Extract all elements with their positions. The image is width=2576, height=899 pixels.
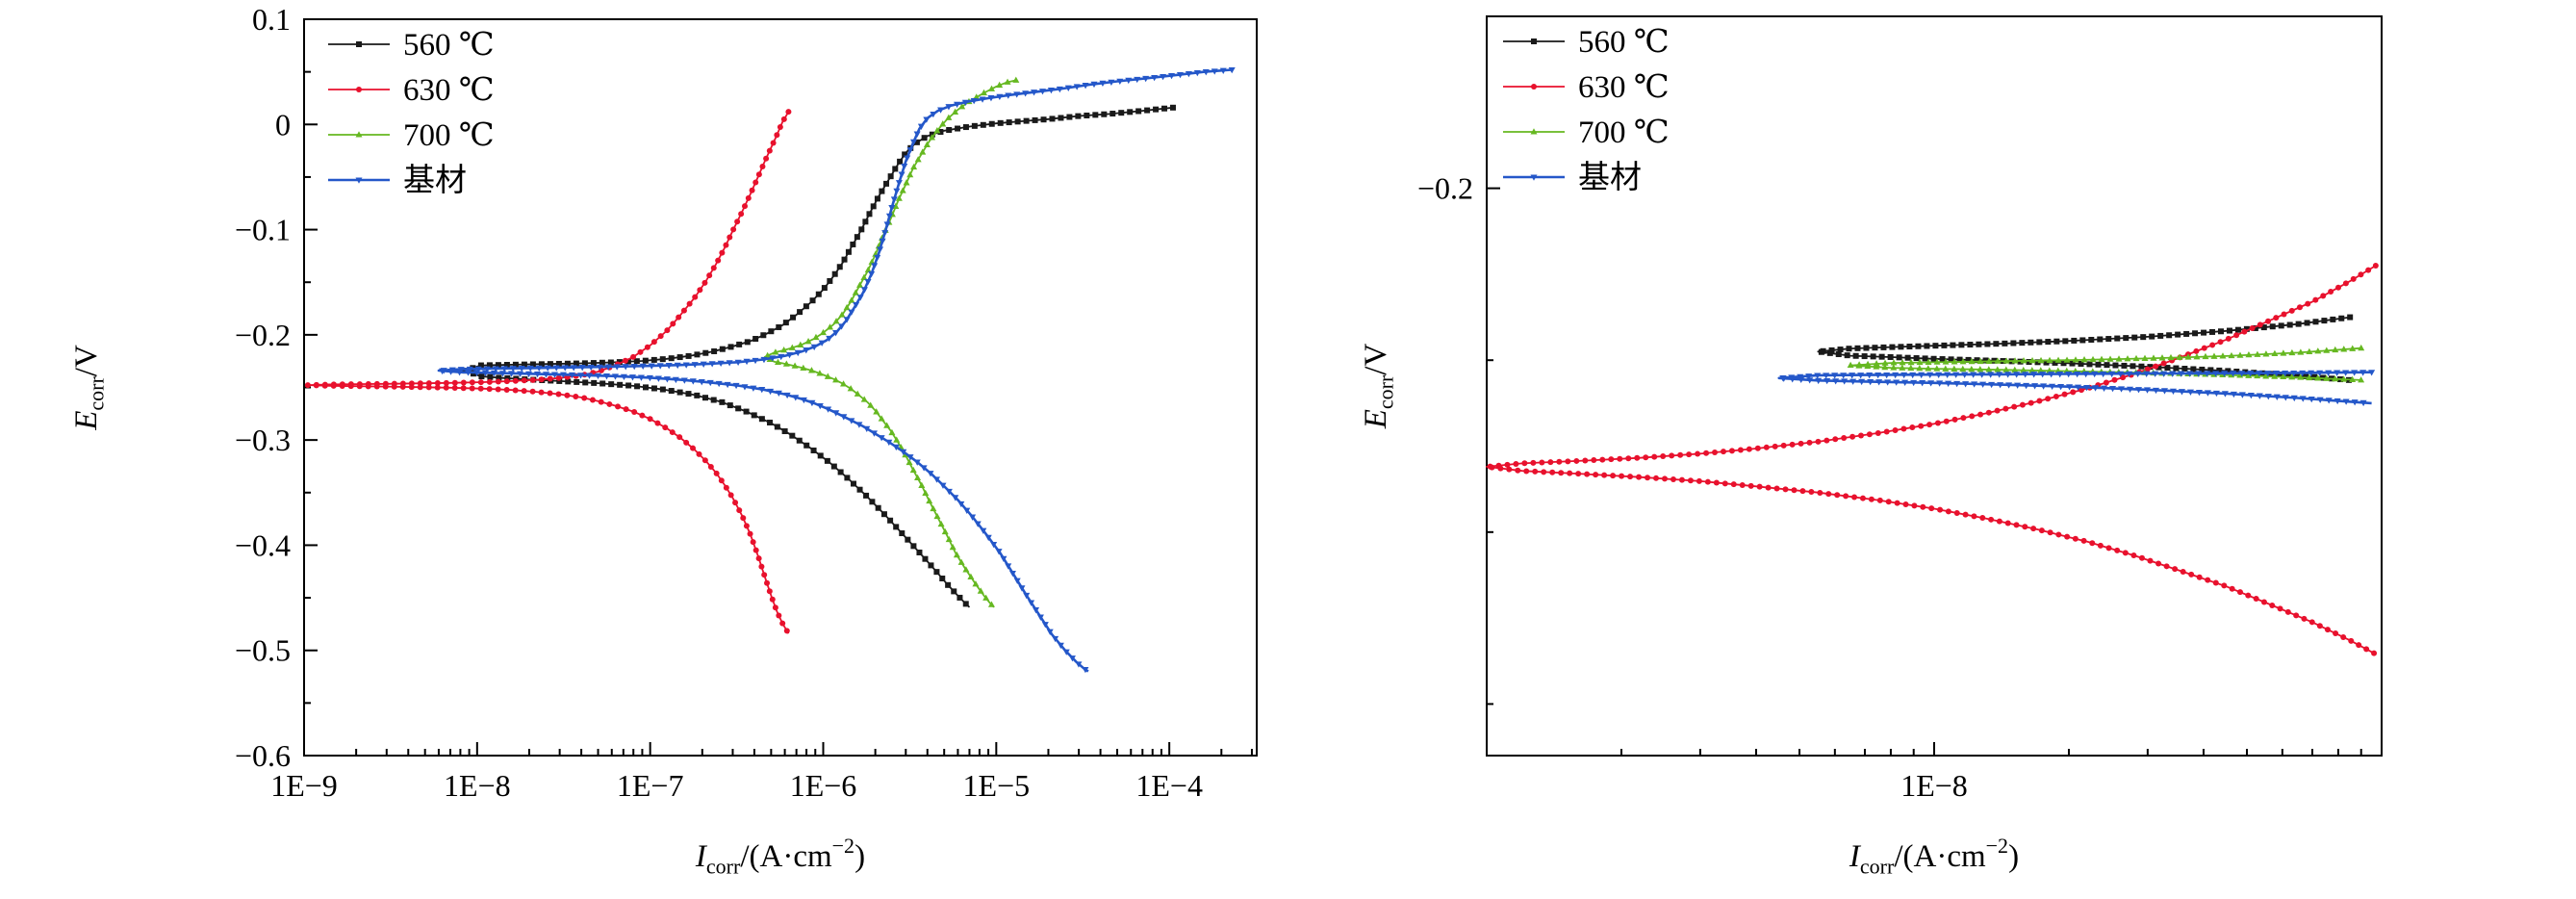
legend: 560 ℃ 630 ℃ 700 ℃ 基材 — [1503, 25, 1670, 195]
y-tick-label: −0.6 — [235, 738, 291, 773]
series-630c — [1486, 262, 2379, 656]
legend-label: 630 ℃ — [1578, 70, 1670, 105]
legend-label: 基材 — [403, 163, 467, 198]
tick-labels: 1E−8 −0.2 — [1417, 171, 1968, 803]
x-tick-label: 1E−5 — [963, 768, 1031, 803]
legend-item-base: 基材 — [328, 163, 467, 198]
legend-item-560c: 560 ℃ — [328, 28, 495, 63]
legend-item-base: 基材 — [1503, 160, 1642, 195]
x-tick-label: 1E−8 — [1900, 768, 1968, 803]
tick-labels: 1E−9 1E−8 1E−7 1E−6 1E−5 1E−4 0.1 0 −0.1 −0.2 −0.3… — [235, 2, 1203, 803]
series-700c — [763, 76, 1020, 608]
plot-area: 1E−8 −0.2 560 ℃ 630 ℃ 700 ℃ 基材 Icorr/(A·cm−2) E… — [1359, 15, 2383, 878]
y-tick-label: 0.1 — [252, 2, 291, 37]
x-axis-title: Icorr/(A·cm−2) — [1849, 834, 2019, 878]
y-tick-label: 0 — [275, 107, 291, 141]
y-tick-label: −0.2 — [235, 318, 291, 352]
legend: 560 ℃ 630 ℃ 700 ℃ 基材 — [328, 28, 495, 198]
y-tick-label: −0.2 — [1417, 171, 1473, 206]
series-560c — [1817, 314, 2354, 383]
legend-item-560c: 560 ℃ — [1503, 25, 1670, 60]
x-axis-title: Icorr/(A·cm−2) — [695, 834, 865, 878]
series-base — [1777, 370, 2376, 407]
x-tick-label: 1E−7 — [617, 768, 684, 803]
plot-area: 1E−9 1E−8 1E−7 1E−6 1E−5 1E−4 0.1 0 −0.1 −0.2 −0.3… — [69, 2, 1258, 878]
y-tick-label: −0.3 — [235, 423, 291, 457]
legend-label: 560 ℃ — [1578, 25, 1670, 60]
axis-ticks — [303, 18, 1253, 757]
legend-item-630c: 630 ℃ — [1503, 70, 1670, 105]
x-tick-label: 1E−4 — [1135, 768, 1203, 803]
polarization-chart-right-zoom: 1E−8 −0.2 560 ℃ 630 ℃ 700 ℃ 基材 Icorr/(A·cm−2) E… — [1359, 15, 2383, 878]
x-tick-label: 1E−6 — [790, 768, 857, 803]
polarization-chart-left: 1E−9 1E−8 1E−7 1E−6 1E−5 1E−4 0.1 0 −0.1 −0.2 −0.3… — [69, 2, 1258, 878]
legend-label: 700 ℃ — [1578, 116, 1670, 150]
axis-ticks — [1487, 187, 2362, 756]
legend-item-700c: 700 ℃ — [328, 118, 495, 153]
y-axis-title: Ecorr/V — [1359, 344, 1397, 430]
y-axis-title: Ecorr/V — [69, 345, 108, 431]
legend-label: 基材 — [1578, 160, 1642, 195]
legend-label: 630 ℃ — [403, 73, 495, 108]
legend-label: 700 ℃ — [403, 118, 495, 153]
series-630c — [304, 109, 792, 634]
legend-item-700c: 700 ℃ — [1503, 116, 1670, 150]
series-560c — [462, 104, 1176, 608]
y-tick-label: −0.4 — [235, 527, 291, 562]
legend-label: 560 ℃ — [403, 28, 495, 63]
series-base — [437, 66, 1236, 674]
y-tick-label: −0.5 — [235, 633, 291, 668]
y-tick-label: −0.1 — [235, 213, 291, 247]
x-tick-label: 1E−9 — [270, 768, 338, 803]
x-tick-label: 1E−8 — [444, 768, 511, 803]
legend-item-630c: 630 ℃ — [328, 73, 495, 108]
